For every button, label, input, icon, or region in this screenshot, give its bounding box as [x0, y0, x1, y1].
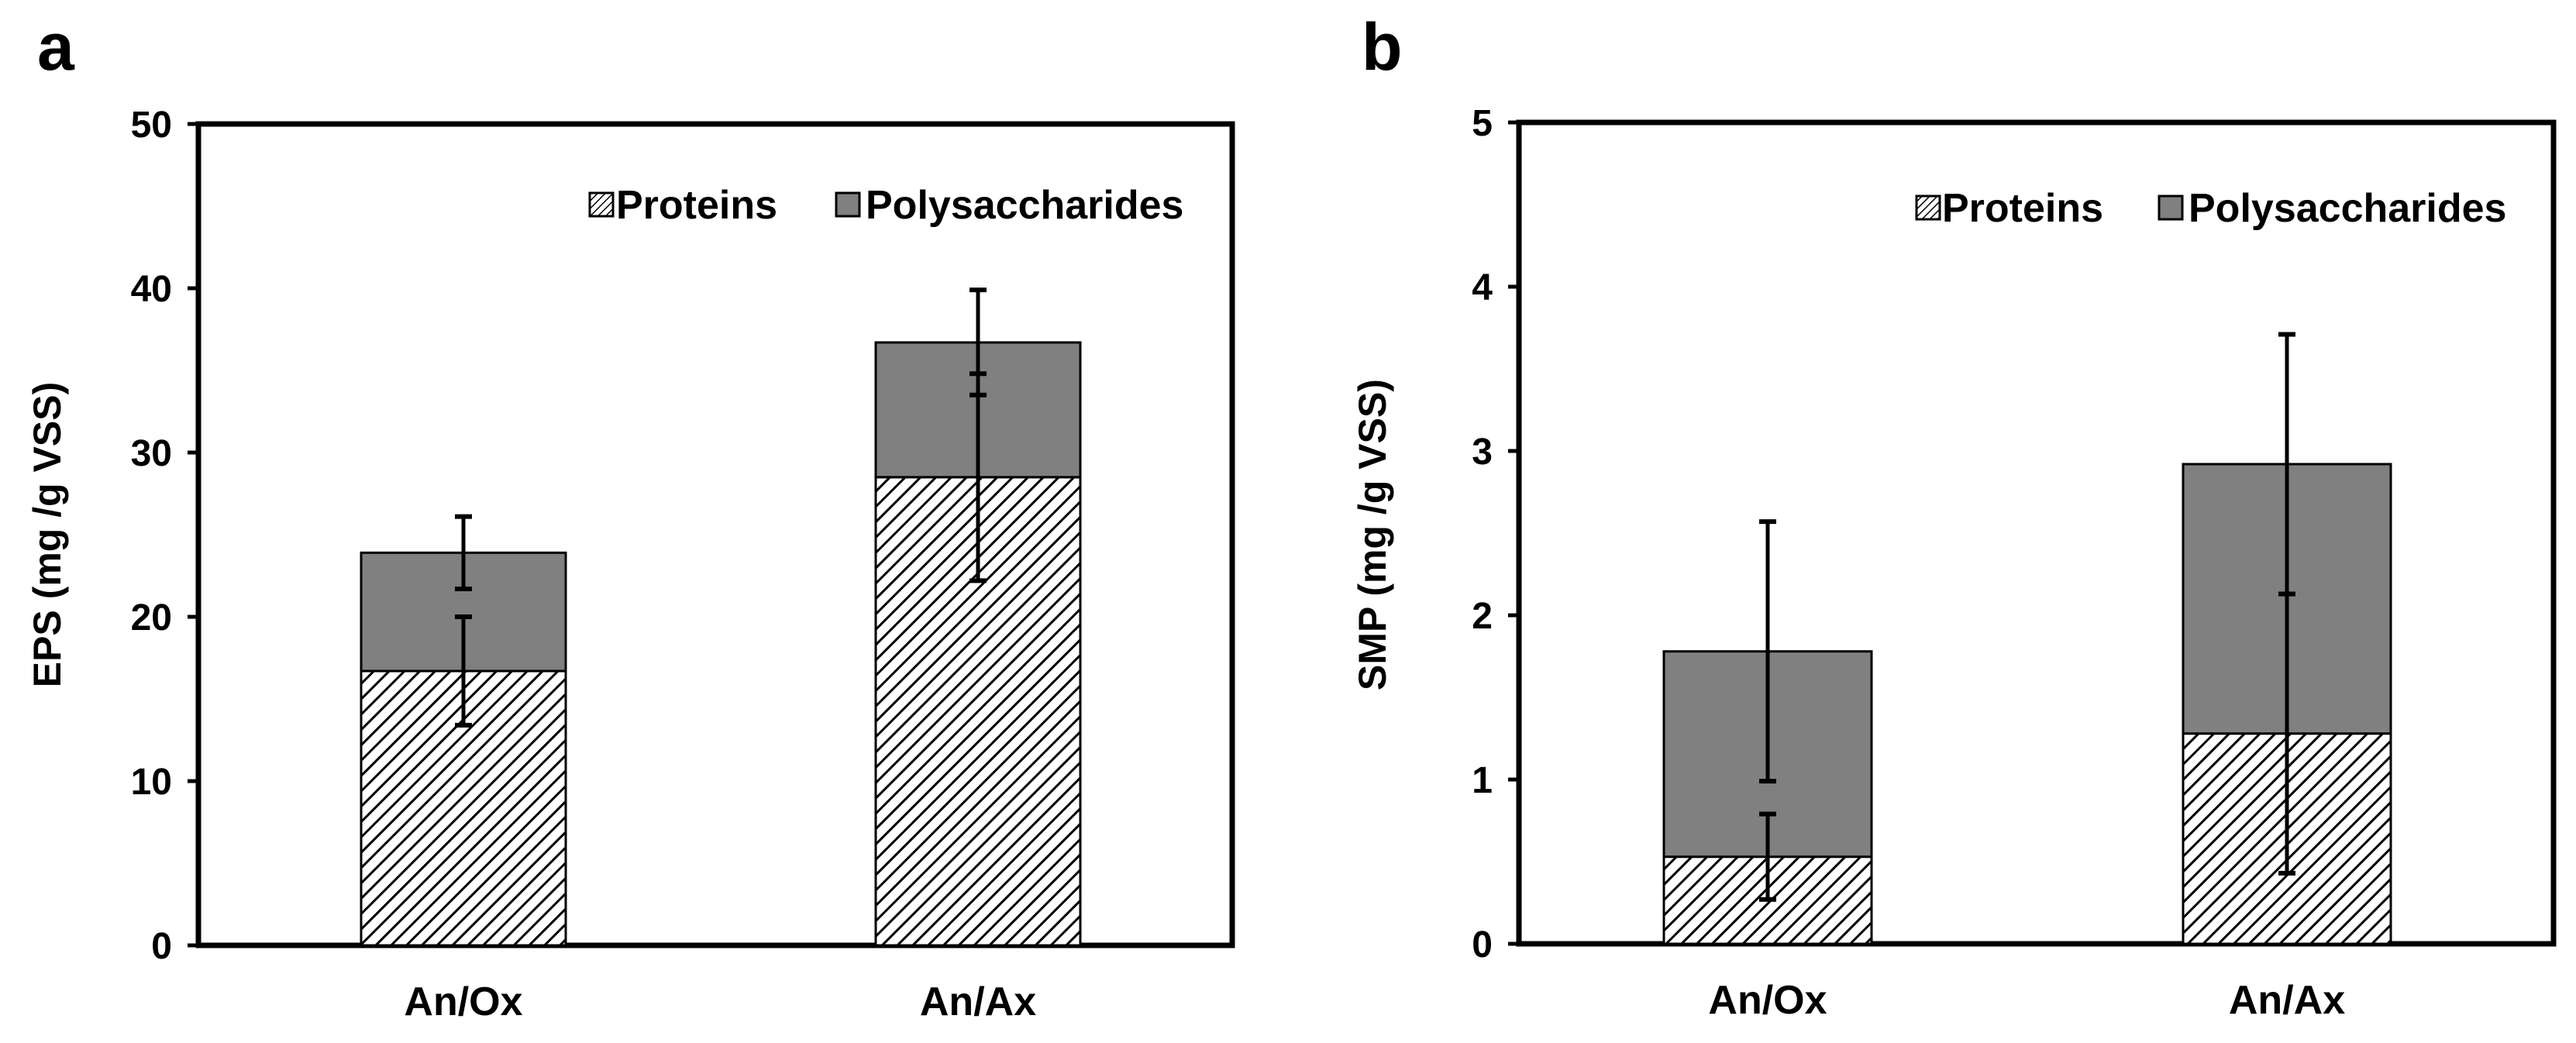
x-tick-label: An/Ax [2229, 978, 2345, 1023]
y-tick-label: 50 [131, 105, 172, 146]
y-tick-label: 3 [1472, 432, 1493, 473]
y-tick-label: 0 [151, 926, 172, 967]
chart-panel-b: b SMP (mg /g VSS) 0 1 2 3 4 5 An/Ox An/Ax Proteins… [1351, 10, 2557, 1023]
y-tick-label: 20 [131, 597, 172, 639]
y-axis-label: EPS (mg /g VSS) [26, 382, 69, 688]
y-tick-label: 1 [1472, 760, 1493, 801]
x-tick-label: An/Ox [1708, 978, 1827, 1023]
legend: Proteins Polysaccharides [1915, 186, 2506, 231]
y-tick-label: 5 [1472, 103, 1493, 144]
y-tick-label: 2 [1472, 596, 1493, 637]
legend-swatch-proteins [1915, 194, 1941, 221]
legend: Proteins Polysaccharides [588, 183, 1183, 228]
legend-label-proteins: Proteins [616, 183, 777, 228]
y-tick-label: 0 [1472, 924, 1493, 966]
panel-label: b [1362, 10, 1403, 84]
x-tick-label: An/Ax [920, 979, 1036, 1024]
plot-frame [195, 121, 1235, 948]
plot-frame [1516, 119, 2557, 947]
y-tick-label: 10 [131, 762, 172, 803]
y-tick-label: 4 [1472, 267, 1493, 308]
legend-label-polysaccharides: Polysaccharides [2189, 186, 2506, 231]
panel-label: a [37, 10, 75, 84]
legend-label-proteins: Proteins [1942, 186, 2103, 231]
legend-swatch-proteins [588, 191, 615, 218]
y-tick-label: 40 [131, 269, 172, 310]
y-tick-label: 30 [131, 433, 172, 474]
x-tick-label: An/Ox [404, 979, 522, 1024]
y-axis-label: SMP (mg /g VSS) [1351, 379, 1394, 690]
legend-label-polysaccharides: Polysaccharides [866, 183, 1183, 228]
legend-swatch-polysaccharides [2158, 194, 2184, 221]
legend-swatch-polysaccharides [835, 191, 861, 218]
chart-panel-a: a EPS (mg /g VSS) 0 10 20 30 40 50 An/Ox An/Ax Pro… [26, 10, 1235, 1024]
